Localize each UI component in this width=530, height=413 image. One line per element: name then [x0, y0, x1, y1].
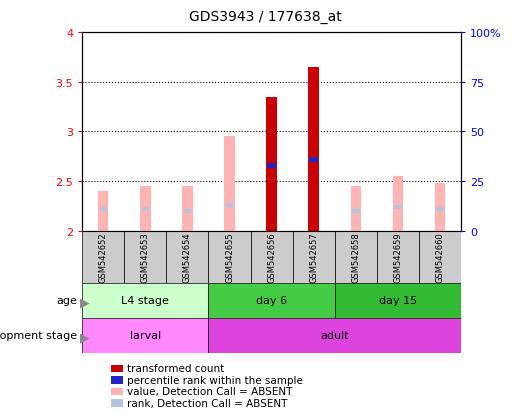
Text: rank, Detection Call = ABSENT: rank, Detection Call = ABSENT	[127, 398, 288, 408]
Bar	[310, 157, 318, 163]
Text: ▶: ▶	[80, 296, 89, 309]
Bar	[335, 231, 377, 283]
Bar	[100, 207, 107, 211]
Text: L4 stage: L4 stage	[121, 295, 169, 306]
Bar	[224, 137, 235, 231]
Bar	[82, 318, 208, 353]
Text: day 6: day 6	[256, 295, 287, 306]
Text: adult: adult	[321, 330, 349, 341]
Bar	[226, 204, 233, 207]
Text: GSM542658: GSM542658	[351, 232, 360, 282]
Text: GSM542655: GSM542655	[225, 232, 234, 282]
Bar	[208, 231, 251, 283]
Text: age: age	[56, 296, 77, 306]
Bar	[166, 231, 208, 283]
Bar	[82, 283, 208, 318]
Text: larval: larval	[130, 330, 161, 341]
Text: GSM542652: GSM542652	[99, 232, 108, 282]
Bar	[350, 187, 361, 231]
Text: transformed count: transformed count	[127, 363, 224, 373]
Bar	[208, 283, 335, 318]
Bar	[184, 209, 191, 214]
Text: GSM542656: GSM542656	[267, 232, 276, 282]
Bar	[267, 97, 277, 231]
Bar	[335, 283, 461, 318]
Text: day 15: day 15	[379, 295, 417, 306]
Text: development stage: development stage	[0, 330, 77, 340]
Text: GDS3943 / 177638_at: GDS3943 / 177638_at	[189, 10, 341, 24]
Bar	[435, 184, 445, 231]
Text: GSM542659: GSM542659	[393, 232, 402, 282]
Bar	[98, 192, 109, 231]
Bar	[436, 207, 444, 211]
Bar	[142, 207, 149, 211]
Bar	[182, 187, 193, 231]
Bar	[308, 68, 319, 231]
Bar	[251, 231, 293, 283]
Text: GSM542654: GSM542654	[183, 232, 192, 282]
Bar	[394, 206, 402, 209]
Bar	[377, 231, 419, 283]
Bar	[419, 231, 461, 283]
Text: GSM542660: GSM542660	[436, 232, 445, 282]
Text: ▶: ▶	[80, 330, 89, 344]
Text: GSM542653: GSM542653	[141, 232, 150, 282]
Bar	[293, 231, 335, 283]
Text: value, Detection Call = ABSENT: value, Detection Call = ABSENT	[127, 387, 293, 396]
Bar	[124, 231, 166, 283]
Bar	[393, 177, 403, 231]
Text: GSM542657: GSM542657	[309, 232, 318, 282]
Bar	[140, 187, 151, 231]
Bar	[267, 163, 276, 169]
Bar	[82, 231, 124, 283]
Bar	[208, 318, 461, 353]
Text: percentile rank within the sample: percentile rank within the sample	[127, 375, 303, 385]
Bar	[352, 209, 359, 214]
